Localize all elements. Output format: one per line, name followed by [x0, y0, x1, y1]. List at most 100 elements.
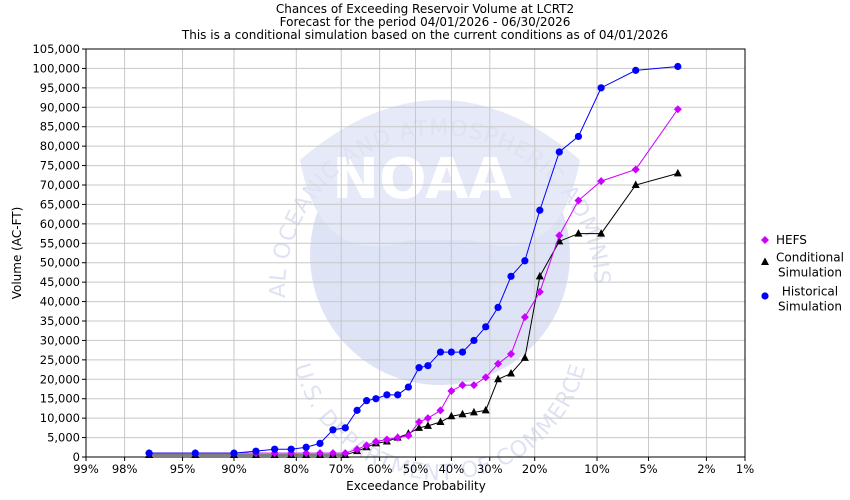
title-line-1: Chances of Exceeding Reservoir Volume at… [276, 2, 574, 16]
data-point-hefs [328, 449, 337, 458]
x-axis-ticks: 99% 98% 95% 90% 80% 70% 60% 50% 40% 30% 20% 10% 5% 2%… [73, 457, 754, 476]
legend-label: Simulation [778, 300, 842, 314]
watermark-bird-icon [300, 100, 580, 247]
data-point-historical-simulation [458, 348, 467, 356]
x-tick-label: 99% [73, 462, 99, 476]
data-point-hefs [535, 287, 544, 296]
y-tick-label: 95,000 [40, 81, 80, 95]
data-point-historical-simulation [536, 206, 544, 214]
data-point-historical-simulation [372, 395, 380, 403]
data-point-historical-simulation [424, 362, 432, 370]
x-tick-label: 95% [170, 462, 196, 476]
y-tick-label: 20,000 [40, 372, 80, 386]
data-point-historical-simulation [316, 439, 324, 447]
data-point-hefs [555, 231, 564, 240]
legend-item-hefs: HEFS [761, 233, 807, 247]
data-point-hefs [315, 449, 324, 458]
x-tick-label: 80% [284, 462, 310, 476]
data-point-conditional-simulation [447, 411, 456, 420]
data-point-historical-simulation [674, 62, 682, 71]
y-tick-label: 50,000 [40, 256, 80, 270]
y-tick-label: 55,000 [40, 236, 80, 250]
data-point-historical-simulation [230, 449, 238, 457]
data-point-hefs [631, 165, 640, 174]
data-point-conditional-simulation [673, 168, 682, 177]
y-tick-label: 60,000 [40, 217, 80, 231]
data-point-historical-simulation [597, 84, 605, 92]
x-tick-label: 90% [221, 462, 247, 476]
data-point-hefs [458, 381, 467, 390]
chart-legend: HEFSConditionalSimulationHistoricalSimul… [761, 233, 844, 314]
data-point-historical-simulation [271, 445, 279, 453]
legend-marker-hefs [761, 236, 769, 244]
data-point-historical-simulation [521, 257, 529, 265]
data-point-historical-simulation [191, 449, 199, 457]
legend-marker-historical-simulation [761, 292, 769, 300]
data-point-historical-simulation [507, 272, 515, 280]
data-point-hefs [341, 449, 350, 458]
data-point-historical-simulation [329, 426, 337, 434]
x-tick-label: 40% [439, 462, 465, 476]
series-line-conditional-simulation [149, 172, 678, 456]
data-point-hefs [371, 437, 380, 446]
data-point-hefs [520, 313, 529, 322]
data-point-hefs [494, 359, 503, 368]
data-point-hefs [469, 381, 478, 390]
y-tick-label: 25,000 [40, 353, 80, 367]
data-point-conditional-simulation [423, 421, 432, 429]
y-tick-label: 30,000 [40, 333, 80, 347]
x-tick-label: 1% [736, 462, 754, 476]
series-historical-simulation [145, 62, 682, 457]
y-tick-label: 35,000 [40, 314, 80, 328]
data-point-conditional-simulation [574, 229, 583, 237]
data-point-conditional-simulation [469, 407, 478, 416]
x-tick-label: 60% [367, 462, 393, 476]
data-point-hefs [382, 435, 391, 444]
legend-label: Simulation [778, 266, 842, 280]
x-tick-label: 20% [522, 462, 548, 476]
data-point-hefs [597, 177, 606, 186]
data-point-conditional-simulation [535, 271, 544, 280]
data-point-hefs [423, 414, 432, 423]
title-line-3: This is a conditional simulation based o… [181, 28, 668, 42]
data-point-historical-simulation [252, 447, 260, 455]
y-tick-label: 65,000 [40, 197, 80, 211]
data-point-conditional-simulation [458, 409, 467, 418]
data-point-historical-simulation [287, 445, 295, 453]
y-axis-ticks: 0 5,000 10,000 15,000 20,000 25,000 30,000 35,0… [32, 42, 86, 464]
data-point-hefs [404, 431, 413, 440]
data-point-conditional-simulation [494, 374, 503, 383]
data-point-conditional-simulation [436, 417, 445, 426]
y-tick-label: 5,000 [47, 431, 80, 445]
chart-series [145, 62, 682, 459]
plot-frame [85, 48, 746, 458]
y-tick-label: 80,000 [40, 139, 80, 153]
data-point-historical-simulation [341, 424, 349, 432]
x-tick-label: 5% [639, 462, 657, 476]
x-axis-label: Exceedance Probability [346, 479, 486, 493]
y-tick-label: 105,000 [32, 42, 80, 56]
data-point-historical-simulation [302, 443, 310, 451]
watermark-disc-icon [310, 125, 570, 385]
y-tick-label: 0 [73, 450, 80, 464]
title-line-2: Forecast for the period 04/01/2026 - 06/… [280, 15, 571, 29]
data-point-hefs [353, 445, 362, 454]
y-tick-label: 40,000 [40, 295, 80, 309]
x-tick-label: 98% [112, 462, 138, 476]
data-point-historical-simulation [574, 132, 583, 141]
data-point-conditional-simulation [520, 353, 529, 361]
y-tick-label: 100,000 [32, 61, 80, 75]
x-tick-label: 70% [328, 462, 354, 476]
y-axis-label: Volume (AC-FT) [10, 207, 24, 300]
y-tick-label: 70,000 [40, 178, 80, 192]
data-point-hefs [415, 418, 424, 427]
chart-grid [85, 48, 746, 458]
data-point-historical-simulation [482, 323, 490, 331]
data-point-historical-simulation [145, 449, 153, 457]
data-point-hefs [481, 373, 490, 382]
data-point-conditional-simulation [631, 180, 640, 188]
data-point-historical-simulation [415, 364, 423, 372]
watermark-center-text: NOAA [332, 147, 512, 212]
